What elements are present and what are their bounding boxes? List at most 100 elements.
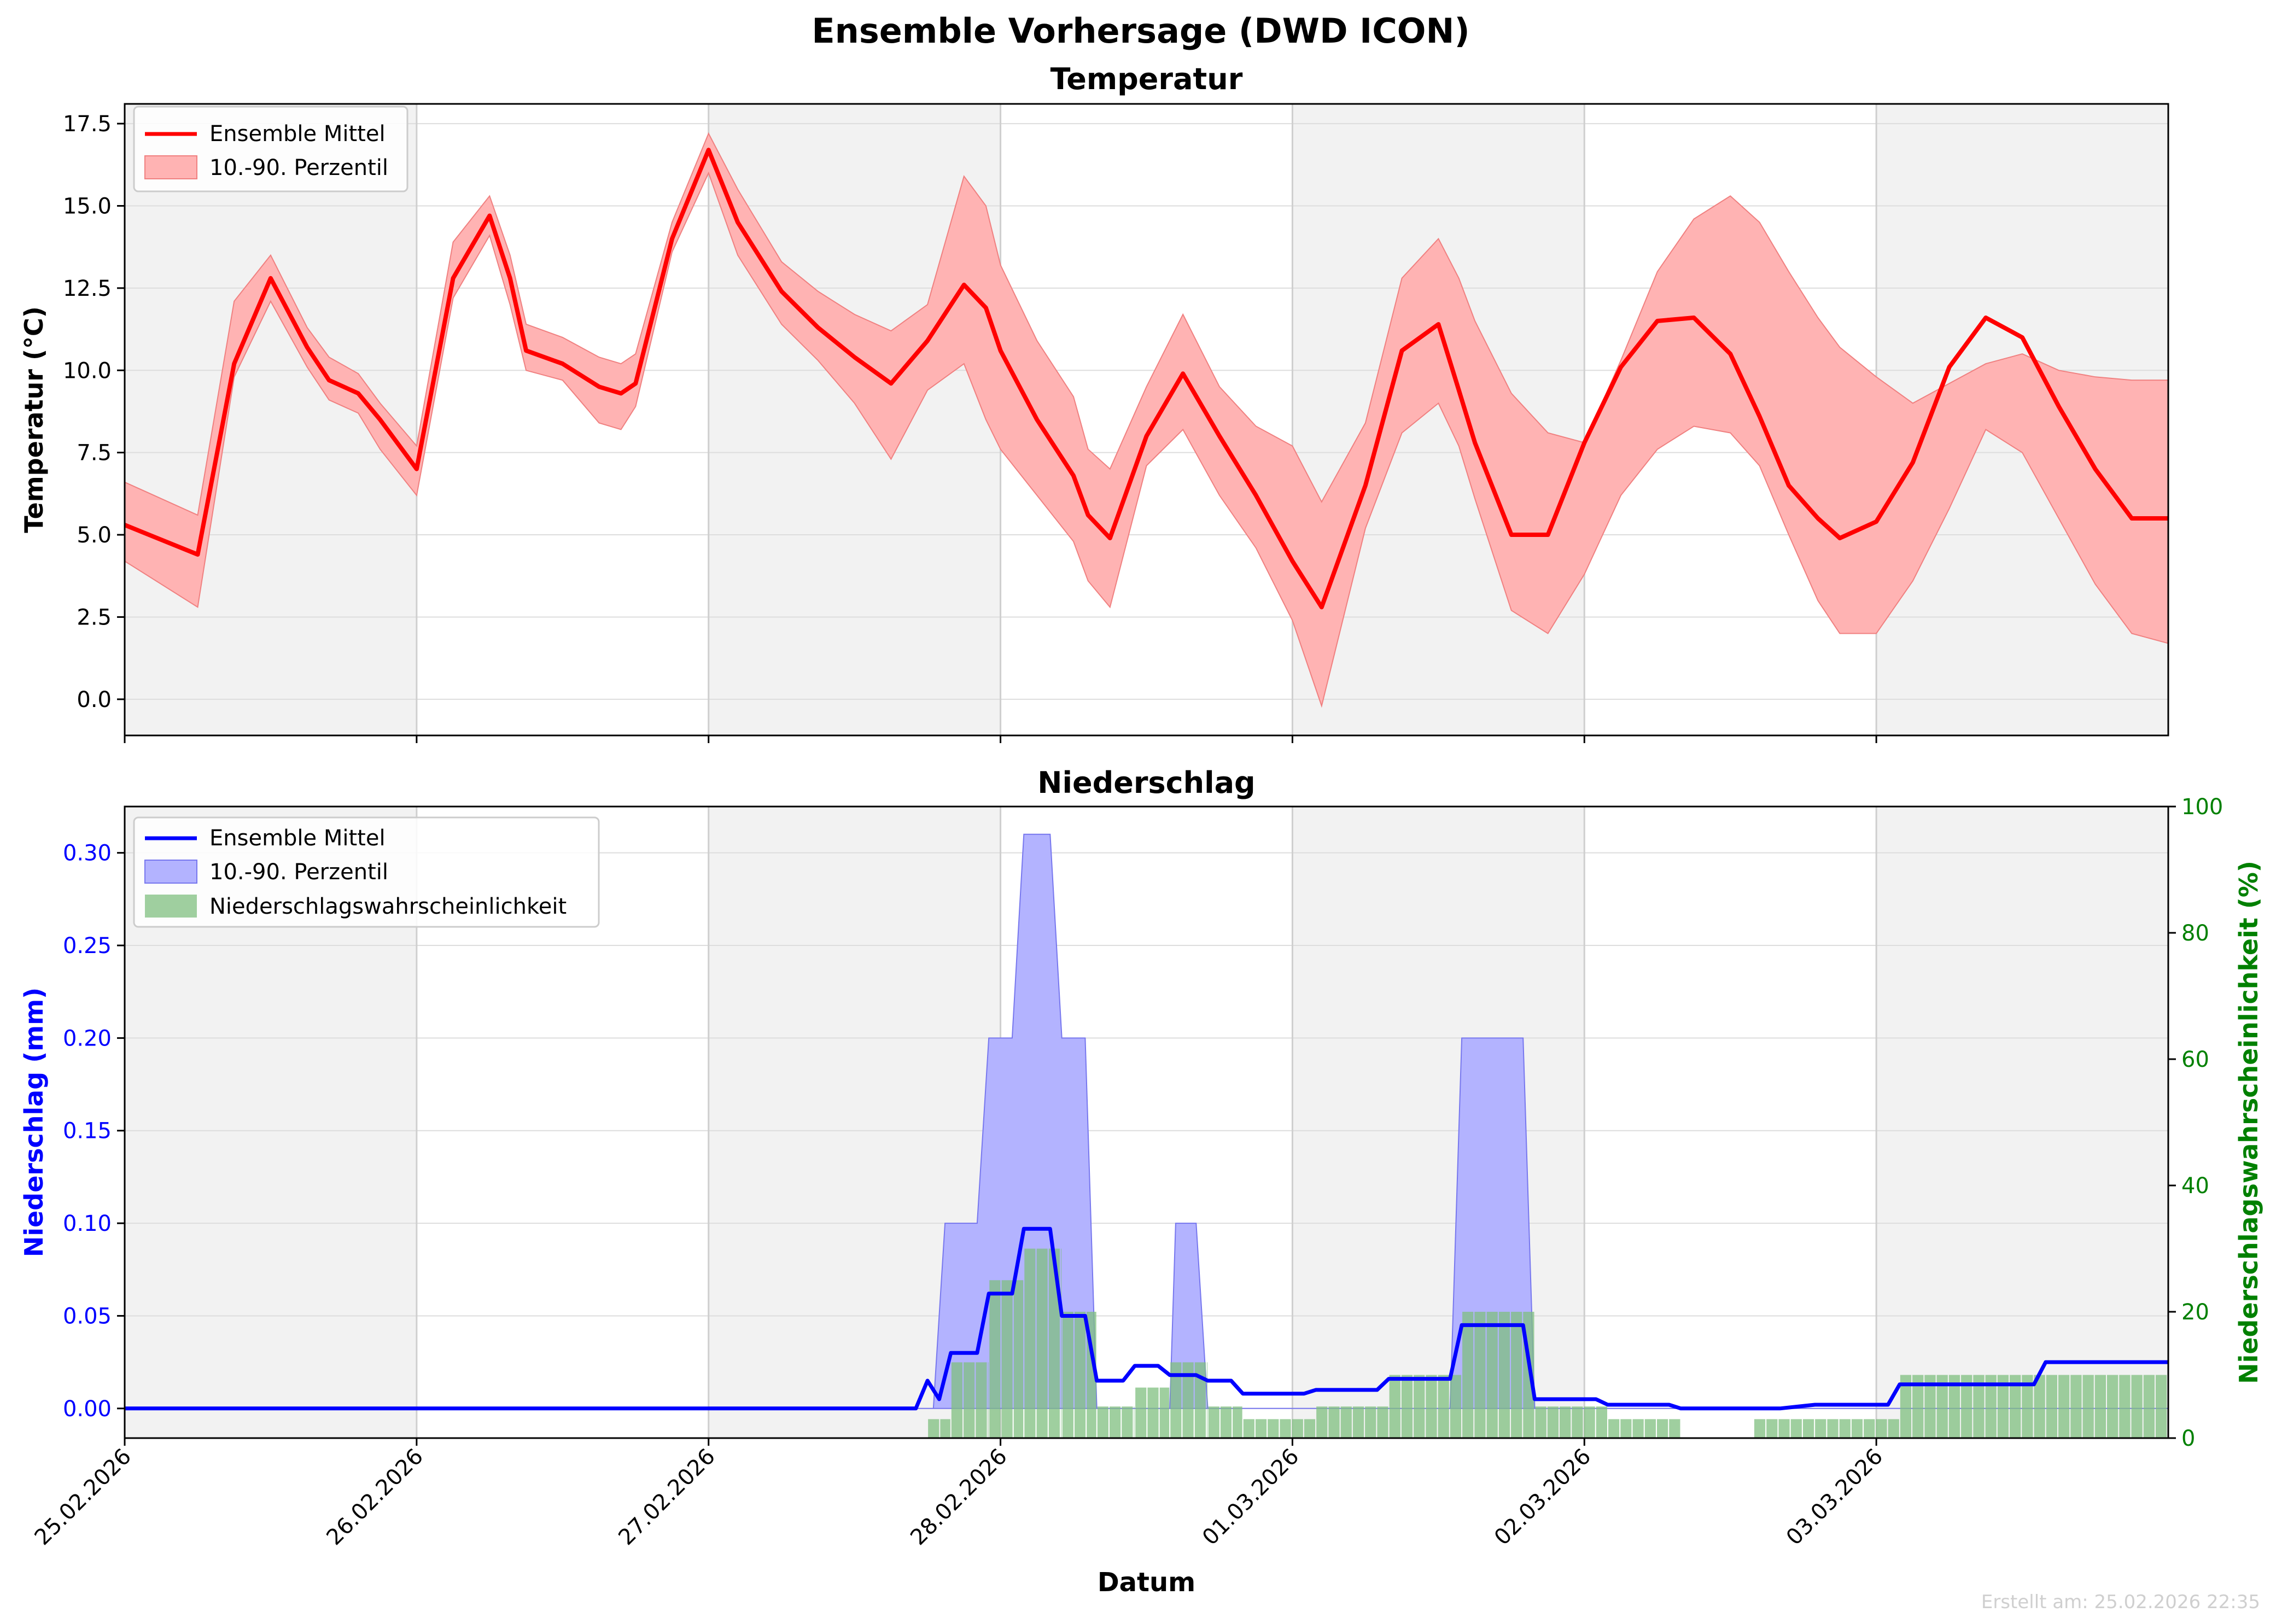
precipitation-ytick-label-1: 0.05 — [63, 1304, 112, 1329]
precipitation-percentile-band — [125, 833, 2168, 1409]
precipitation-shade-2 — [1292, 807, 1585, 1438]
probability-bar — [1159, 1387, 1170, 1438]
precipitation-shade-3 — [1876, 807, 2168, 1438]
probability-bar — [1109, 1406, 1121, 1438]
temperature-ytick-label-7: 17.5 — [63, 112, 112, 137]
probability-bar — [1644, 1419, 1656, 1438]
probability-bar — [2022, 1375, 2033, 1438]
probability-bar — [1328, 1406, 1340, 1438]
probability-bar — [1596, 1406, 1607, 1438]
probability-bar-group-2 — [989, 1280, 1024, 1438]
probability-ytick-label-2: 40 — [2181, 1173, 2209, 1199]
probability-bar — [940, 1419, 950, 1438]
precipitation-ytick-label-4: 0.20 — [63, 1026, 112, 1051]
probability-y-ticks: 0 20 40 60 80 100 — [2168, 795, 2223, 1451]
temperature-shade-1 — [708, 104, 1001, 735]
probability-bar — [1620, 1419, 1632, 1438]
probability-bar — [1194, 1362, 1206, 1438]
probability-bar — [2070, 1375, 2082, 1438]
probability-bar — [1340, 1406, 1352, 1438]
probability-bar-group-1 — [951, 1362, 989, 1438]
probability-bar — [1426, 1375, 1437, 1438]
probability-bar — [1450, 1375, 1462, 1438]
probability-bar-group-14 — [1608, 1419, 1680, 1438]
probability-bar — [1170, 1362, 1182, 1438]
probability-bar — [1936, 1375, 1948, 1438]
probability-bar — [1511, 1312, 1522, 1438]
probability-bar — [1535, 1406, 1546, 1438]
probability-bar — [976, 1362, 987, 1438]
probability-bar — [1438, 1375, 1449, 1438]
precipitation-probability-bars — [928, 1248, 2169, 1438]
probability-bar-group-9 — [1243, 1419, 1316, 1438]
x-axis-label: Datum — [1098, 1567, 1195, 1598]
probability-bar — [1839, 1419, 1851, 1438]
probability-bar — [989, 1280, 1001, 1438]
probability-ytick-label-1: 20 — [2181, 1300, 2209, 1325]
temperature-x-ticks — [124, 735, 1877, 743]
precipitation-legend-box — [133, 816, 600, 928]
probability-bar — [1182, 1362, 1194, 1438]
probability-bar — [1973, 1375, 1985, 1438]
probability-bar — [1352, 1406, 1364, 1438]
probability-bar — [1656, 1419, 1668, 1438]
probability-bar — [1255, 1419, 1267, 1438]
precipitation-ytick-label-5: 0.25 — [63, 933, 112, 959]
temperature-ytick-label-0: 0.0 — [77, 687, 112, 712]
temperature-ytick-label-4: 10.0 — [63, 358, 112, 383]
date-tick-label-4: 01.03.2026 — [1198, 1444, 1304, 1550]
probability-bar-group-6 — [1135, 1387, 1170, 1438]
probability-bar — [1864, 1419, 1875, 1438]
probability-bar — [2010, 1375, 2021, 1438]
probability-bar-group-5 — [1097, 1406, 1135, 1438]
probability-bar — [1147, 1387, 1159, 1438]
precipitation-legend-mean: Ensemble Mittel — [209, 826, 386, 851]
probability-bar — [1790, 1419, 1802, 1438]
probability-bar — [1001, 1280, 1013, 1438]
probability-bar — [1961, 1375, 1972, 1438]
precipitation-legend-band-swatch — [144, 860, 197, 884]
probability-bar — [1316, 1406, 1328, 1438]
probability-bar — [2119, 1375, 2131, 1438]
precipitation-legend-probability: Niederschlagswahrscheinlichkeit — [209, 894, 567, 919]
probability-bar-group-0 — [928, 1419, 950, 1438]
probability-bar — [1233, 1406, 1242, 1438]
probability-bar-group-4 — [1062, 1312, 1096, 1438]
probability-bar — [1754, 1419, 1766, 1438]
temperature-legend: Ensemble Mittel 10.-90. Perzentil — [133, 106, 408, 192]
probability-bar — [1377, 1406, 1388, 1438]
probability-bar — [1486, 1312, 1498, 1438]
temperature-ytick-label-1: 2.5 — [77, 605, 112, 630]
probability-bar — [1888, 1419, 1899, 1438]
probability-bar — [1560, 1406, 1571, 1438]
precipitation-legend-probability-swatch — [145, 895, 197, 918]
date-tick-label-5: 02.03.2026 — [1490, 1444, 1596, 1550]
probability-bar — [1815, 1419, 1826, 1438]
probability-bar — [2082, 1375, 2094, 1438]
date-tick-label-3: 28.02.2026 — [906, 1444, 1012, 1550]
probability-bar — [1766, 1419, 1778, 1438]
probability-bar — [1876, 1419, 1887, 1438]
temperature-panel: 0.0 2.5 5.0 7.5 10.0 12.5 15.0 17.5 Temperatur … — [19, 62, 2169, 743]
probability-bar — [1948, 1375, 1960, 1438]
probability-bar — [1462, 1312, 1474, 1438]
probability-bar — [1851, 1419, 1863, 1438]
probability-bar — [1498, 1312, 1510, 1438]
probability-bar-group-11 — [1389, 1375, 1462, 1438]
probability-bar-group-15 — [1754, 1419, 1899, 1438]
probability-bar — [1074, 1312, 1086, 1438]
probability-bar — [1280, 1419, 1291, 1438]
precipitation-x-ticks: 25.02.2026 26.02.2026 27.02.2026 28.02.2026… — [30, 1438, 1888, 1550]
precipitation-y-label: Niederschlag (mm) — [19, 988, 49, 1257]
probability-bar — [1669, 1419, 1680, 1438]
temperature-y-ticks: 0.0 2.5 5.0 7.5 10.0 12.5 15.0 17.5 — [63, 112, 125, 712]
probability-bar — [1135, 1387, 1147, 1438]
probability-bar-group-8 — [1208, 1406, 1242, 1438]
probability-bar — [1013, 1280, 1024, 1438]
temperature-legend-box — [133, 106, 408, 192]
probability-bar — [1365, 1406, 1376, 1438]
probability-bar — [1268, 1419, 1279, 1438]
probability-bar — [1584, 1406, 1595, 1438]
temperature-ytick-label-3: 7.5 — [77, 441, 112, 466]
probability-bar-group-13 — [1535, 1406, 1607, 1438]
